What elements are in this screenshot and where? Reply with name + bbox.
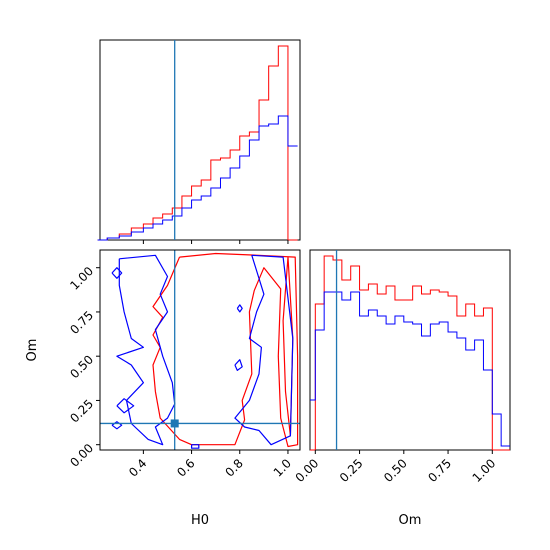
contour-series-1-level-5 [191,444,200,449]
joint-xtick-label: 0.8 [222,456,245,479]
om-axis-label: Om [25,339,40,362]
contour-layer [111,252,299,449]
om-marginal-axis-label: Om [399,513,422,528]
h0-histogram-series-1 [97,115,298,241]
joint-xtick-label: 0.4 [126,456,149,479]
contour-series-1-level-0 [116,254,176,446]
joint-ytick-label: 1.00 [67,264,96,293]
h0-histogram-series-0 [97,45,298,241]
om-marginal-xtick-label: 0.50 [381,456,410,485]
joint-xtick-label: 1.0 [271,456,294,479]
joint-ytick-label: 0.50 [67,352,96,381]
joint-ytick-label: 0.75 [67,308,96,337]
om-marginal-xtick-label: 0.25 [337,456,366,485]
joint-ytick-label: 0.25 [67,397,96,426]
truth-marker [170,419,179,428]
om-marginal-xtick-label: 0.75 [425,456,454,485]
contour-series-1-level-7 [236,304,243,313]
contour-series-1-level-3 [116,398,135,414]
h0-axis-label: H0 [191,513,209,528]
om-histogram-series-1 [310,291,510,447]
h0-marginal-frame [99,39,301,241]
contour-series-1-level-6 [234,359,243,371]
joint-frame [99,249,301,451]
om-histogram-series-0 [310,255,510,451]
joint-ytick-label: 0.00 [67,441,96,470]
om-marginal-xtick-label: 0.00 [293,456,322,485]
joint-xtick-label: 0.6 [174,456,197,479]
contour-series-1-level-1 [234,254,294,446]
om-marginal-panel: 0.00 0.25 0.50 0.75 1.00 Om [293,249,511,528]
h0-om-joint-panel: 0.4 0.6 0.8 1.0 0.00 0.25 0.50 0.75 1.00 H0 Om [25,249,301,528]
contour-series-1-level-4 [111,421,123,430]
h0-marginal-panel [97,39,301,244]
om-marginal-xtick-label: 1.00 [470,456,499,485]
contour-series-0-level-1 [282,257,294,437]
contour-series-0-level-0 [152,252,299,448]
om-marginal-frame [309,249,511,451]
contour-series-1-level-2 [111,267,123,279]
